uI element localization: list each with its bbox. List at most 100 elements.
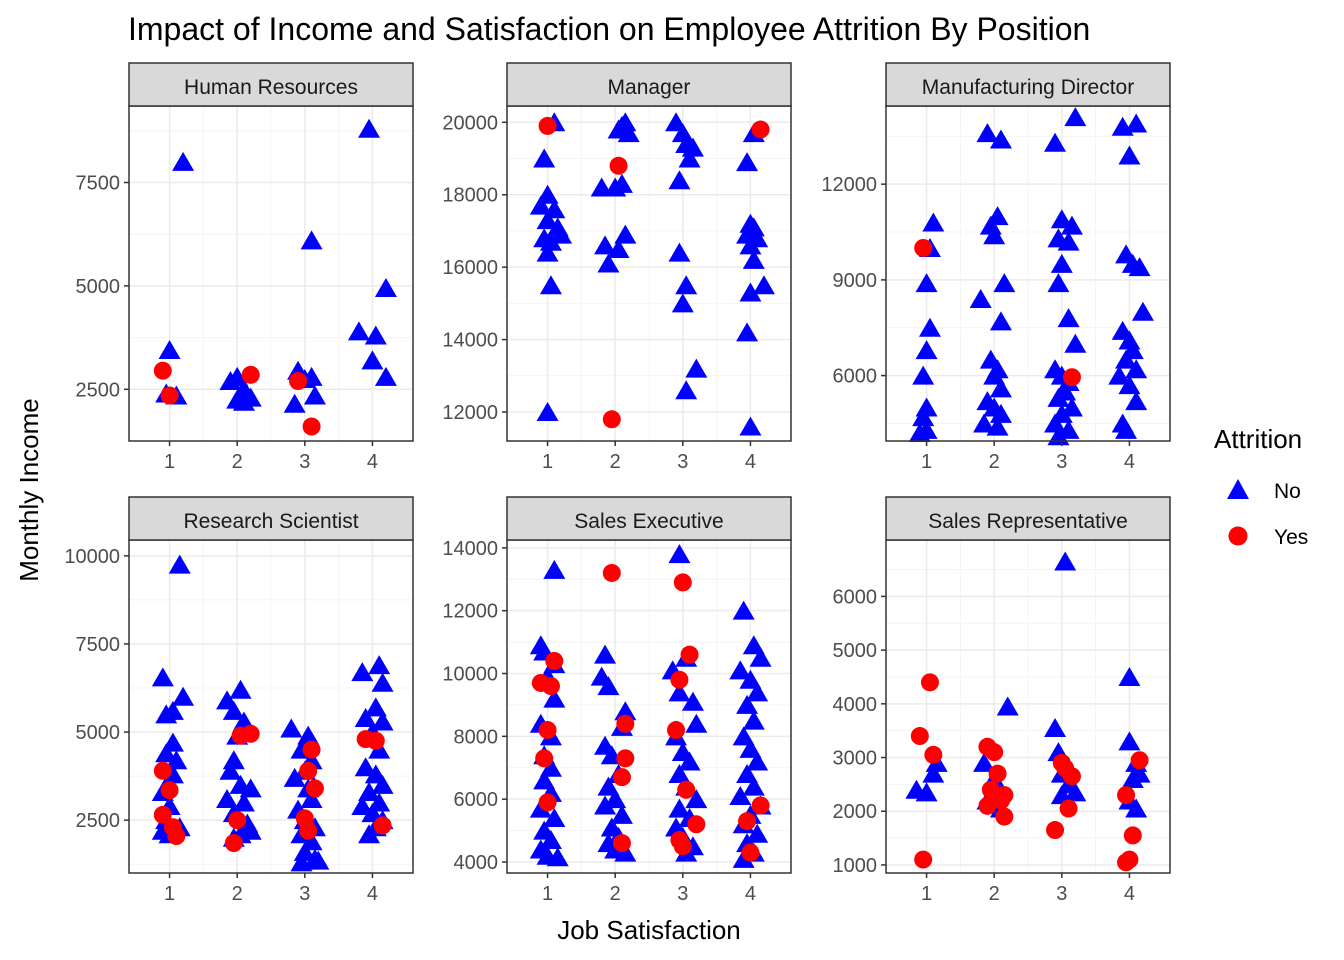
x-tick-label: 1 [921, 883, 932, 905]
point-attrition-no [736, 322, 759, 342]
point-attrition-no [736, 694, 759, 714]
x-tick-label: 4 [367, 451, 378, 473]
panel-sales-executive: Sales Executive 4000 6000 8000 10000 12000 140… [442, 496, 792, 905]
y-tick-label: 4000 [833, 694, 878, 716]
point-attrition-yes [612, 834, 631, 853]
y-tick-label: 6000 [833, 586, 878, 608]
point-attrition-no [973, 752, 996, 772]
point-attrition-yes [299, 821, 318, 840]
point-attrition-no [374, 366, 397, 386]
point-attrition-no [989, 378, 1012, 398]
y-tick-label: 12000 [442, 601, 498, 623]
point-attrition-yes [1046, 821, 1065, 840]
x-tick-label: 1 [164, 451, 175, 473]
point-attrition-no [597, 253, 620, 273]
y-tick-label: 6000 [454, 789, 499, 811]
point-attrition-no [232, 792, 255, 812]
point-attrition-no [539, 757, 562, 777]
point-attrition-no [1128, 257, 1151, 277]
point-attrition-no [685, 789, 708, 809]
point-attrition-yes [160, 781, 179, 800]
x-tick-label: 2 [989, 451, 1000, 473]
x-tick-label: 2 [989, 883, 1000, 905]
point-attrition-yes [302, 417, 321, 436]
y-tick-label: 5000 [76, 722, 121, 744]
point-attrition-no [742, 635, 765, 655]
point-attrition-no [746, 751, 769, 771]
point-attrition-no [912, 407, 935, 427]
y-tick-label: 14000 [442, 330, 498, 352]
point-attrition-no [668, 764, 691, 784]
point-attrition-no [361, 350, 384, 370]
point-attrition-no [614, 112, 637, 132]
point-attrition-no [216, 789, 239, 808]
point-attrition-no [1118, 145, 1141, 165]
point-attrition-no [168, 554, 191, 574]
point-attrition-yes [738, 812, 757, 831]
point-attrition-no [668, 682, 691, 702]
point-attrition-no [922, 212, 945, 232]
point-attrition-no [1064, 333, 1087, 353]
y-tick-label: 10000 [64, 546, 120, 568]
point-attrition-no [368, 655, 391, 675]
point-attrition-no [1131, 301, 1154, 321]
point-attrition-no [1044, 132, 1067, 152]
facet-strip [506, 496, 792, 541]
point-attrition-no [915, 782, 938, 802]
y-tick-label: 9000 [833, 270, 878, 292]
point-attrition-yes [160, 386, 179, 405]
point-attrition-no [158, 340, 181, 360]
point-attrition-yes [995, 786, 1014, 805]
point-attrition-no [989, 403, 1012, 423]
point-attrition-no [1044, 717, 1067, 737]
point-attrition-yes [538, 793, 557, 812]
point-attrition-no [996, 696, 1019, 716]
point-attrition-no [533, 148, 556, 168]
point-attrition-yes [751, 796, 770, 815]
point-attrition-no [226, 366, 249, 386]
point-attrition-no [681, 691, 704, 711]
point-attrition-no [610, 804, 633, 824]
y-tick-label: 2500 [76, 810, 121, 832]
point-attrition-yes [541, 677, 560, 696]
point-attrition-no [685, 713, 708, 733]
y-tick-label: 4000 [454, 852, 499, 874]
point-attrition-no [358, 118, 381, 138]
point-attrition-no [1125, 391, 1148, 411]
point-attrition-yes [1120, 850, 1139, 869]
point-attrition-no [668, 170, 691, 190]
point-attrition-no [161, 764, 184, 784]
point-attrition-no [678, 751, 701, 771]
x-tick-label: 3 [299, 883, 310, 905]
point-attrition-yes [616, 714, 635, 733]
point-attrition-no [351, 796, 374, 816]
y-tick-label: 5000 [833, 640, 878, 662]
point-attrition-no [918, 317, 941, 337]
y-tick-label: 12000 [821, 174, 877, 196]
y-tick-label: 1000 [833, 855, 878, 877]
legend-title: Attrition [1214, 424, 1302, 454]
point-attrition-no [922, 763, 945, 783]
point-attrition-yes [670, 670, 689, 689]
point-attrition-yes [366, 731, 385, 750]
point-attrition-no [739, 235, 762, 255]
point-attrition-no [668, 242, 691, 262]
y-tick-label: 7500 [76, 634, 121, 656]
y-tick-label: 7500 [76, 173, 121, 195]
x-tick-label: 4 [1124, 883, 1135, 905]
point-attrition-no [539, 275, 562, 295]
point-attrition-yes [673, 573, 692, 592]
facet-strip-label: Manufacturing Director [922, 76, 1134, 99]
point-attrition-no [1115, 349, 1138, 369]
point-attrition-no [976, 123, 999, 143]
point-attrition-no [1121, 769, 1144, 789]
point-attrition-no [1060, 215, 1083, 235]
point-attrition-no [371, 672, 394, 692]
x-tick-label: 4 [1124, 451, 1135, 473]
point-attrition-no [739, 282, 762, 302]
point-attrition-no [550, 224, 573, 244]
facet-strip [128, 62, 414, 107]
point-attrition-no [983, 225, 1006, 245]
point-attrition-yes [667, 721, 686, 740]
